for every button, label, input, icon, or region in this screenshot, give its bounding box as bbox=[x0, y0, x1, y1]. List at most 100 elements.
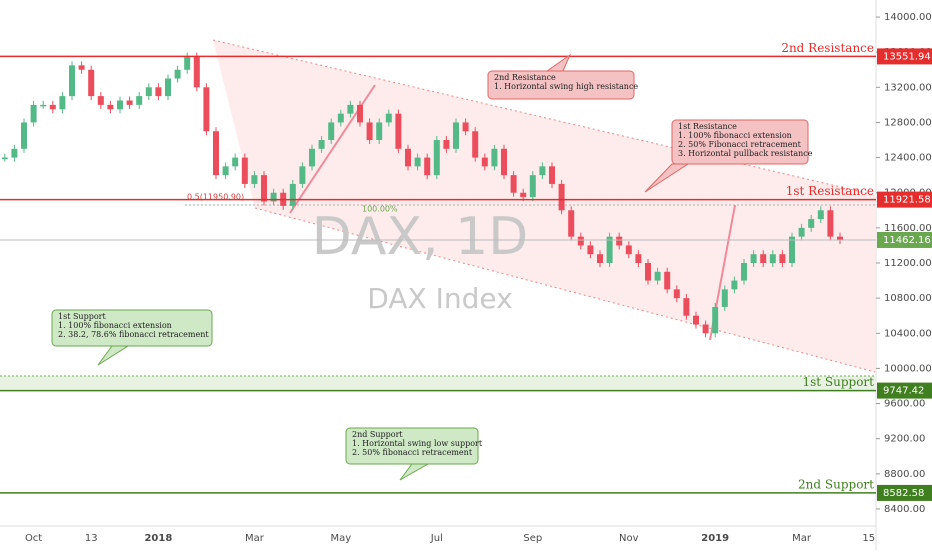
candle bbox=[769, 254, 776, 263]
candle bbox=[337, 113, 344, 123]
candle bbox=[328, 122, 335, 141]
candle bbox=[779, 254, 786, 263]
x-tick-label: 2018 bbox=[144, 533, 172, 544]
candle bbox=[232, 157, 239, 167]
annotation-box bbox=[671, 119, 809, 165]
level-name: 2nd Resistance bbox=[781, 41, 874, 55]
annotation-text: 1. 100% fibonacci extension bbox=[678, 131, 792, 140]
candle bbox=[117, 100, 123, 110]
y-tick-label: 12400.00 bbox=[884, 153, 932, 164]
candle bbox=[222, 166, 229, 176]
candle bbox=[817, 210, 824, 220]
candle bbox=[616, 236, 623, 246]
support-zone bbox=[0, 376, 875, 390]
annotation-text: 1st Support bbox=[58, 312, 106, 321]
watermark-name: DAX Index bbox=[367, 282, 512, 315]
x-tick-label: May bbox=[330, 533, 351, 544]
y-tick-label: 13200.00 bbox=[884, 82, 932, 93]
candle bbox=[30, 104, 37, 123]
level-name: 1st Support bbox=[802, 375, 874, 389]
candle bbox=[69, 65, 75, 97]
candle bbox=[683, 298, 690, 316]
candle bbox=[529, 175, 536, 198]
candle bbox=[837, 236, 843, 240]
channel-lower bbox=[254, 207, 876, 373]
annotation-text: 2. 38.2, 78.6% fibonacci retracement bbox=[58, 330, 209, 339]
x-tick-label: Sep bbox=[523, 533, 542, 544]
candle bbox=[712, 306, 719, 334]
watermark-symbol: DAX, 1D bbox=[312, 207, 529, 267]
candle bbox=[750, 254, 757, 263]
candle bbox=[654, 271, 661, 281]
y-tick-label: 12800.00 bbox=[884, 117, 932, 128]
level-box bbox=[877, 382, 932, 399]
annotation-text: 2nd Support bbox=[352, 430, 403, 439]
candle bbox=[510, 175, 517, 193]
annotation-text: 2. 50% Fibonacci retracement bbox=[678, 140, 802, 149]
annotation-text: 1st Resistance bbox=[678, 122, 737, 131]
candle bbox=[721, 289, 728, 307]
candle bbox=[395, 113, 402, 149]
candle bbox=[481, 157, 488, 167]
level-label: 9747.42 bbox=[883, 386, 924, 397]
candle bbox=[414, 157, 421, 167]
candle bbox=[693, 315, 699, 325]
candle bbox=[261, 175, 267, 202]
x-tick-label: Mar bbox=[792, 533, 812, 544]
candle bbox=[49, 104, 56, 110]
candle bbox=[702, 324, 709, 334]
candle bbox=[11, 148, 18, 158]
x-tick-label: 15 bbox=[862, 533, 875, 544]
y-tick-label: 10400.00 bbox=[884, 328, 932, 339]
level-label: 13551.94 bbox=[883, 51, 931, 62]
y-tick-label: 14000.00 bbox=[884, 12, 932, 23]
level-label: 11921.58 bbox=[883, 195, 931, 206]
candle bbox=[645, 263, 651, 281]
candle bbox=[107, 104, 114, 110]
x-tick-label: Mar bbox=[245, 533, 265, 544]
candle bbox=[357, 104, 363, 123]
y-tick-label: 11200.00 bbox=[884, 258, 932, 269]
candle bbox=[299, 166, 306, 184]
last-price-label: 11462.16 bbox=[883, 235, 931, 246]
candle bbox=[433, 140, 440, 176]
x-tick-label: 2019 bbox=[701, 533, 729, 544]
y-tick-label: 8800.00 bbox=[884, 469, 925, 480]
level-name: 1st Resistance bbox=[786, 184, 874, 198]
candle bbox=[443, 140, 450, 149]
candle bbox=[558, 183, 565, 211]
y-tick-label: 9200.00 bbox=[884, 434, 925, 445]
candle bbox=[270, 192, 277, 202]
candle bbox=[155, 87, 162, 97]
x-tick-label: Oct bbox=[25, 533, 42, 544]
channel-upper bbox=[212, 39, 876, 196]
y-tick-label: 10000.00 bbox=[884, 363, 932, 374]
annotation-text: 1. Horizontal swing low support bbox=[352, 439, 483, 448]
candle bbox=[424, 157, 431, 176]
x-tick-label: Jul bbox=[430, 533, 443, 544]
candle bbox=[174, 69, 181, 79]
candle bbox=[731, 280, 738, 290]
fib-label: 100.00% bbox=[362, 205, 398, 214]
last-price-box bbox=[877, 231, 932, 248]
candle bbox=[798, 227, 805, 237]
candle bbox=[664, 271, 671, 290]
x-tick-label: Nov bbox=[619, 533, 639, 544]
candle bbox=[318, 140, 325, 149]
candle bbox=[625, 245, 632, 255]
y-tick-label: 9600.00 bbox=[884, 399, 925, 410]
y-tick-label: 11600.00 bbox=[884, 223, 932, 234]
candle bbox=[789, 236, 795, 263]
annotation-box bbox=[51, 309, 213, 347]
candle bbox=[760, 254, 767, 263]
candle bbox=[606, 236, 613, 263]
annotation-box bbox=[345, 427, 479, 465]
annotation-box bbox=[487, 70, 635, 100]
candle bbox=[40, 104, 47, 107]
level-name: 2nd Support bbox=[798, 477, 874, 491]
candle bbox=[741, 263, 747, 281]
